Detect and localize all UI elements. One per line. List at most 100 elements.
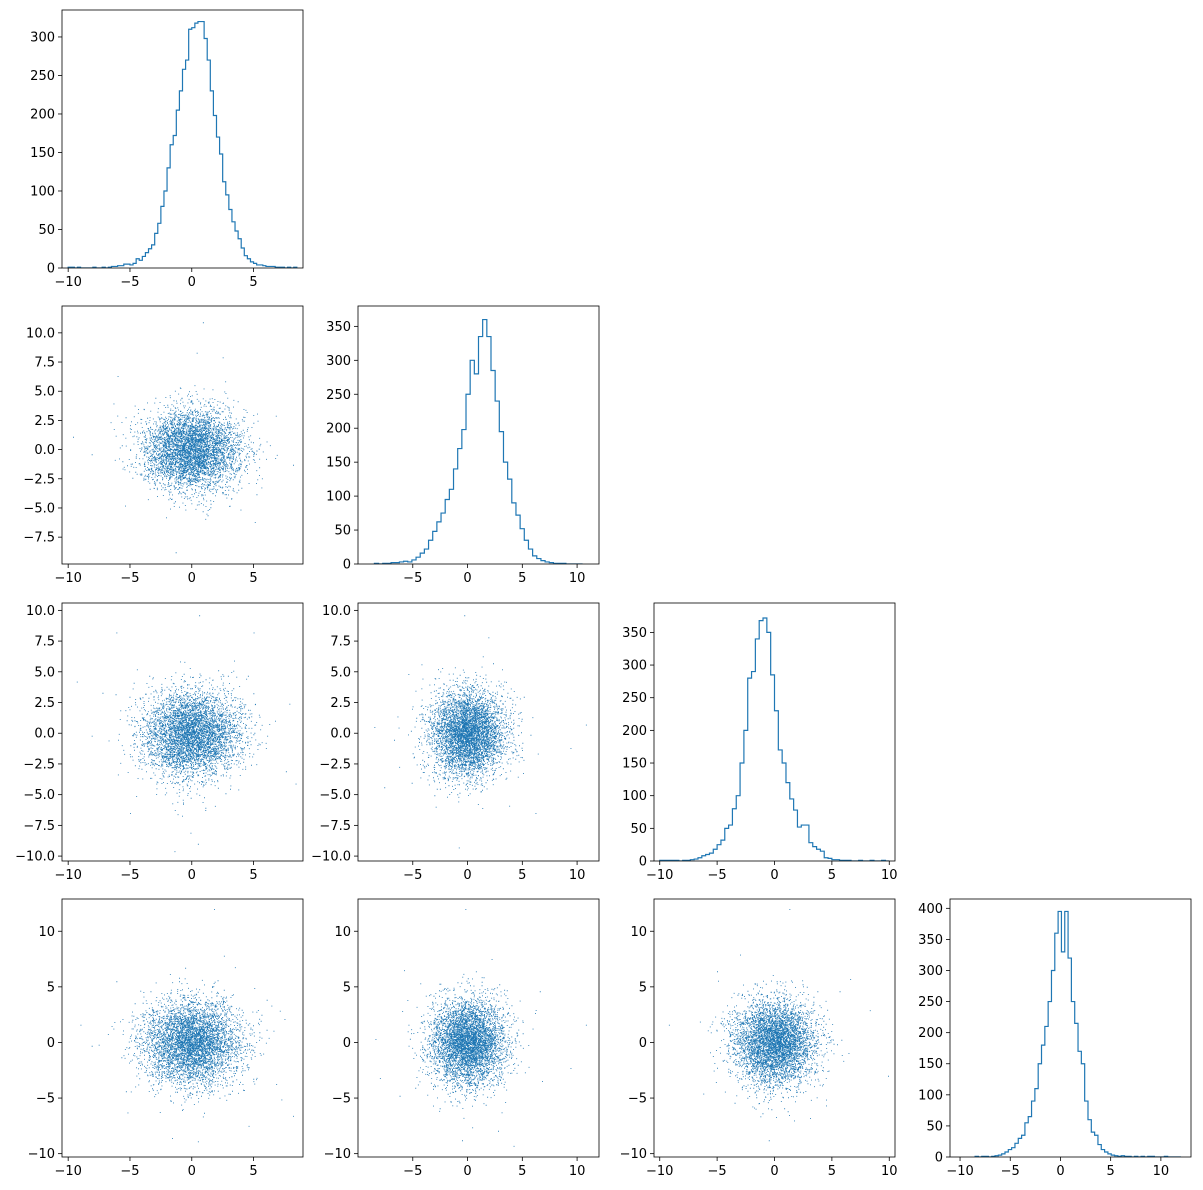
- panel-2-0-scatter: −10 −5 0 5 −10.0 −7.5 −5.0 −2.5 0.0 2.5 5.0 7.5 10.0: [15, 602, 304, 883]
- y-tick-label: −2.5: [319, 757, 351, 772]
- y-tick-label: 10: [334, 925, 351, 940]
- plot-area: [67, 20, 298, 268]
- panel-3-1-scatter: −5 0 5 10 −10 −5 0 5 10: [324, 898, 600, 1179]
- x-tick-label: −5: [708, 1164, 727, 1179]
- plot-area: [76, 615, 297, 853]
- axes-frame: [357, 305, 600, 565]
- x-tick-label: −10: [946, 1164, 973, 1179]
- y-tick-label: 5: [343, 980, 351, 995]
- y-tick-label: −5.0: [23, 788, 55, 803]
- axes-frame: [61, 305, 304, 565]
- panel-3-0-scatter: −10 −5 0 5 −10 −5 0 5 10: [28, 898, 304, 1179]
- x-tick-label: 5: [249, 571, 257, 586]
- x-tick-label: 0: [188, 1164, 196, 1179]
- y-tick-label: 0: [343, 558, 351, 573]
- scatter-points: [73, 322, 294, 554]
- y-tick-label: 150: [30, 146, 55, 161]
- scatter-points: [80, 909, 294, 1143]
- x-tick-label: 0: [188, 275, 196, 290]
- x-tick-label: 5: [249, 275, 257, 290]
- y-tick-label: 350: [918, 933, 943, 948]
- y-tick-label: −7.5: [319, 819, 351, 834]
- x-tick-label: −10: [54, 571, 81, 586]
- y-tick-label: 250: [918, 995, 943, 1010]
- y-tick-label: −7.5: [23, 531, 55, 546]
- y-tick-label: 200: [30, 107, 55, 122]
- x-tick-label: −10: [646, 1164, 673, 1179]
- x-tick-label: 5: [828, 1164, 836, 1179]
- y-tick-label: 0: [935, 1151, 943, 1166]
- y-tick-label: 50: [630, 822, 647, 837]
- histogram-step-line: [373, 318, 583, 564]
- y-tick-label: 300: [918, 964, 943, 979]
- y-tick-label: 150: [326, 456, 351, 471]
- axes-frame: [61, 9, 304, 269]
- y-tick-label: −2.5: [23, 472, 55, 487]
- x-tick-label: −5: [120, 275, 139, 290]
- scatter-points: [375, 909, 587, 1147]
- y-tick-label: 7.5: [330, 635, 351, 650]
- scatter-points: [76, 615, 297, 853]
- scatter-points: [374, 615, 587, 849]
- axes-frame: [357, 602, 600, 862]
- x-tick-label: 0: [1056, 1164, 1064, 1179]
- x-tick-label: 10: [569, 1164, 586, 1179]
- x-tick-label: 5: [518, 1164, 526, 1179]
- axes-frame: [653, 602, 896, 862]
- x-tick-label: 10: [881, 1164, 898, 1179]
- plot-area: [974, 910, 1181, 1157]
- y-tick-label: 0: [639, 855, 647, 870]
- x-tick-label: −5: [1001, 1164, 1020, 1179]
- x-tick-label: 5: [1107, 1164, 1115, 1179]
- y-tick-label: 0: [47, 1036, 55, 1051]
- y-tick-label: 250: [326, 388, 351, 403]
- x-tick-label: 0: [188, 868, 196, 883]
- y-tick-label: 10: [630, 925, 647, 940]
- y-tick-label: 200: [326, 422, 351, 437]
- y-tick-label: 350: [622, 626, 647, 641]
- x-tick-label: 10: [881, 868, 898, 883]
- x-tick-label: 5: [249, 1164, 257, 1179]
- axes-frame: [61, 602, 304, 862]
- histogram-step-line: [67, 20, 298, 268]
- y-tick-label: 50: [38, 223, 55, 238]
- y-tick-label: −7.5: [23, 819, 55, 834]
- x-tick-label: 5: [249, 868, 257, 883]
- x-tick-label: 0: [463, 571, 471, 586]
- x-tick-label: 10: [569, 868, 586, 883]
- x-tick-label: 0: [463, 1164, 471, 1179]
- y-tick-label: 7.5: [34, 356, 55, 371]
- y-tick-label: 0: [343, 1036, 351, 1051]
- y-tick-label: 0.0: [34, 727, 55, 742]
- y-tick-label: 10: [38, 925, 55, 940]
- y-tick-label: 400: [918, 902, 943, 917]
- plot-area: [375, 909, 587, 1147]
- y-tick-label: 10.0: [322, 604, 351, 619]
- y-tick-label: 100: [622, 789, 647, 804]
- y-tick-label: −10: [28, 1147, 55, 1162]
- x-tick-label: −10: [54, 1164, 81, 1179]
- y-tick-label: −2.5: [23, 757, 55, 772]
- y-tick-label: 350: [326, 320, 351, 335]
- y-tick-label: 2.5: [330, 696, 351, 711]
- x-tick-label: 10: [1153, 1164, 1170, 1179]
- x-tick-label: −5: [403, 1164, 422, 1179]
- y-tick-label: 300: [326, 354, 351, 369]
- y-tick-label: 5: [639, 980, 647, 995]
- plot-area: [73, 322, 294, 554]
- plot-area: [374, 615, 587, 849]
- y-tick-label: 300: [30, 30, 55, 45]
- scatter-points: [668, 909, 889, 1142]
- y-tick-label: −5.0: [319, 788, 351, 803]
- y-tick-label: −10: [620, 1147, 647, 1162]
- y-tick-label: 5.0: [330, 665, 351, 680]
- plot-area: [659, 617, 890, 861]
- x-tick-label: −10: [54, 868, 81, 883]
- y-tick-label: 150: [918, 1057, 943, 1072]
- y-tick-label: 250: [622, 691, 647, 706]
- y-tick-label: 100: [30, 184, 55, 199]
- y-tick-label: 5.0: [34, 665, 55, 680]
- x-tick-label: 5: [518, 571, 526, 586]
